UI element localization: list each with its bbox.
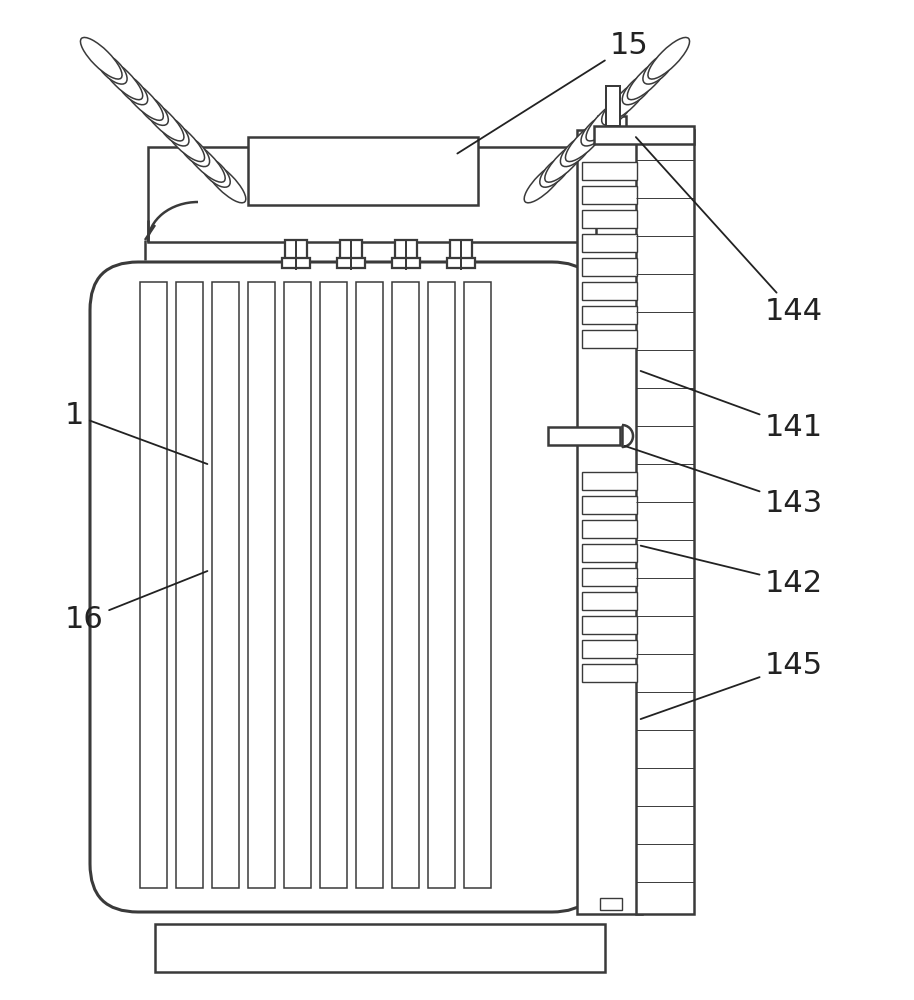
Bar <box>582 234 637 252</box>
Bar <box>582 664 637 682</box>
Bar <box>582 520 637 538</box>
Text: 144: 144 <box>636 137 824 326</box>
Bar <box>582 330 637 348</box>
Ellipse shape <box>643 53 674 84</box>
Ellipse shape <box>117 74 148 105</box>
Bar <box>176 282 203 888</box>
Ellipse shape <box>137 94 168 125</box>
Ellipse shape <box>622 74 654 105</box>
Bar <box>594 126 694 144</box>
Text: 1: 1 <box>65 400 207 464</box>
Bar <box>392 282 419 888</box>
Ellipse shape <box>101 58 143 100</box>
Bar <box>582 616 637 634</box>
Bar <box>464 282 491 888</box>
Ellipse shape <box>560 136 591 167</box>
Bar <box>582 186 637 204</box>
Ellipse shape <box>607 79 648 120</box>
Bar <box>248 282 275 888</box>
Bar <box>582 544 637 562</box>
Ellipse shape <box>204 161 246 203</box>
Text: 141: 141 <box>641 371 824 442</box>
Bar <box>582 640 637 658</box>
Bar <box>248 137 478 205</box>
Bar <box>577 130 642 914</box>
Bar <box>582 472 637 490</box>
FancyBboxPatch shape <box>90 262 600 912</box>
Ellipse shape <box>525 161 566 203</box>
Bar <box>282 258 310 268</box>
Ellipse shape <box>586 99 628 141</box>
Bar <box>548 427 620 445</box>
Bar <box>285 240 307 260</box>
Bar <box>212 282 239 888</box>
Bar <box>598 116 626 130</box>
Ellipse shape <box>96 53 127 84</box>
Ellipse shape <box>540 156 571 187</box>
Bar <box>155 924 605 972</box>
Ellipse shape <box>122 79 164 120</box>
Ellipse shape <box>545 141 587 182</box>
Bar <box>140 282 167 888</box>
Bar <box>582 592 637 610</box>
Bar <box>582 210 637 228</box>
Ellipse shape <box>648 37 689 79</box>
Bar <box>428 282 455 888</box>
Ellipse shape <box>184 141 225 182</box>
Ellipse shape <box>601 94 632 125</box>
Text: 143: 143 <box>624 446 824 518</box>
Bar <box>320 282 347 888</box>
Ellipse shape <box>178 136 209 167</box>
Bar <box>582 496 637 514</box>
Text: 16: 16 <box>65 571 207 635</box>
Text: 142: 142 <box>641 546 824 597</box>
Ellipse shape <box>80 37 122 79</box>
Bar <box>392 258 420 268</box>
Ellipse shape <box>158 115 189 146</box>
Bar <box>582 258 637 276</box>
Bar <box>582 282 637 300</box>
Bar <box>582 568 637 586</box>
Bar <box>582 162 637 180</box>
Bar <box>582 306 637 324</box>
Ellipse shape <box>627 58 669 100</box>
Bar <box>395 240 417 260</box>
Bar <box>606 86 620 126</box>
Bar <box>340 240 362 260</box>
Ellipse shape <box>163 120 205 162</box>
Bar <box>447 258 475 268</box>
Ellipse shape <box>566 120 607 162</box>
Text: 145: 145 <box>641 650 824 719</box>
Ellipse shape <box>199 156 230 187</box>
Bar <box>337 258 365 268</box>
Bar <box>601 222 623 650</box>
Bar <box>284 282 311 888</box>
Ellipse shape <box>581 115 612 146</box>
Bar <box>148 147 596 242</box>
Ellipse shape <box>143 99 184 141</box>
Bar <box>636 130 694 914</box>
Bar <box>600 898 622 910</box>
Bar <box>356 282 383 888</box>
Bar <box>450 240 472 260</box>
Text: 15: 15 <box>457 30 649 154</box>
